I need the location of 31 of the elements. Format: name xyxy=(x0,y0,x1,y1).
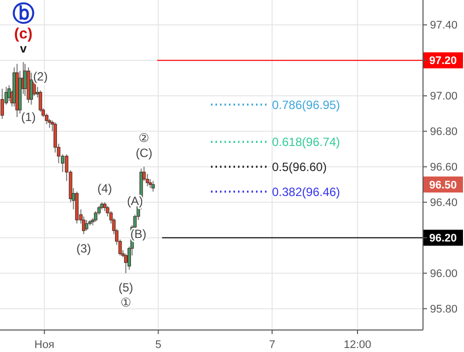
ref-line-label: 0.786(96.95) xyxy=(272,98,340,112)
candlestick xyxy=(0,88,4,120)
annotation: (3) xyxy=(76,241,92,256)
annotation: ② xyxy=(138,130,150,145)
x-tick-label: 12:00 xyxy=(344,338,372,351)
candlestick xyxy=(151,180,155,192)
y-tick-label: 96.80 xyxy=(430,126,458,138)
annotation: (5) xyxy=(118,280,134,294)
ref-line-label: 96.20 xyxy=(429,232,457,245)
ref-line-label: 97.20 xyxy=(429,55,457,68)
ref-line-label: 0.382(96.46) xyxy=(272,184,340,199)
ref-line-label: 0.618(96.74) xyxy=(272,135,340,150)
y-tick-label: 96.40 xyxy=(430,197,458,210)
x-tick-label: Ноя xyxy=(34,338,54,351)
y-tick-label: 96.60 xyxy=(430,162,458,174)
ref-line-label: 0.5(96.60) xyxy=(272,160,327,174)
annotation: (1) xyxy=(21,110,36,124)
candlestick xyxy=(84,220,88,232)
annotation: ① xyxy=(120,295,132,310)
y-tick-label: 97.00 xyxy=(430,90,458,103)
annotation: (c) xyxy=(14,25,32,42)
y-tick-label: 95.80 xyxy=(430,304,458,316)
x-tick-label: 7 xyxy=(269,338,276,351)
annotation: (4) xyxy=(97,181,112,196)
annotation: (C) xyxy=(136,146,152,160)
annotation: ⓑ xyxy=(12,0,34,26)
y-tick-label: 97.40 xyxy=(430,20,458,32)
x-tick-label: 5 xyxy=(155,338,162,351)
annotation: v xyxy=(20,41,27,56)
text: 96.50 xyxy=(429,179,457,192)
y-tick-label: 96.00 xyxy=(430,268,458,280)
